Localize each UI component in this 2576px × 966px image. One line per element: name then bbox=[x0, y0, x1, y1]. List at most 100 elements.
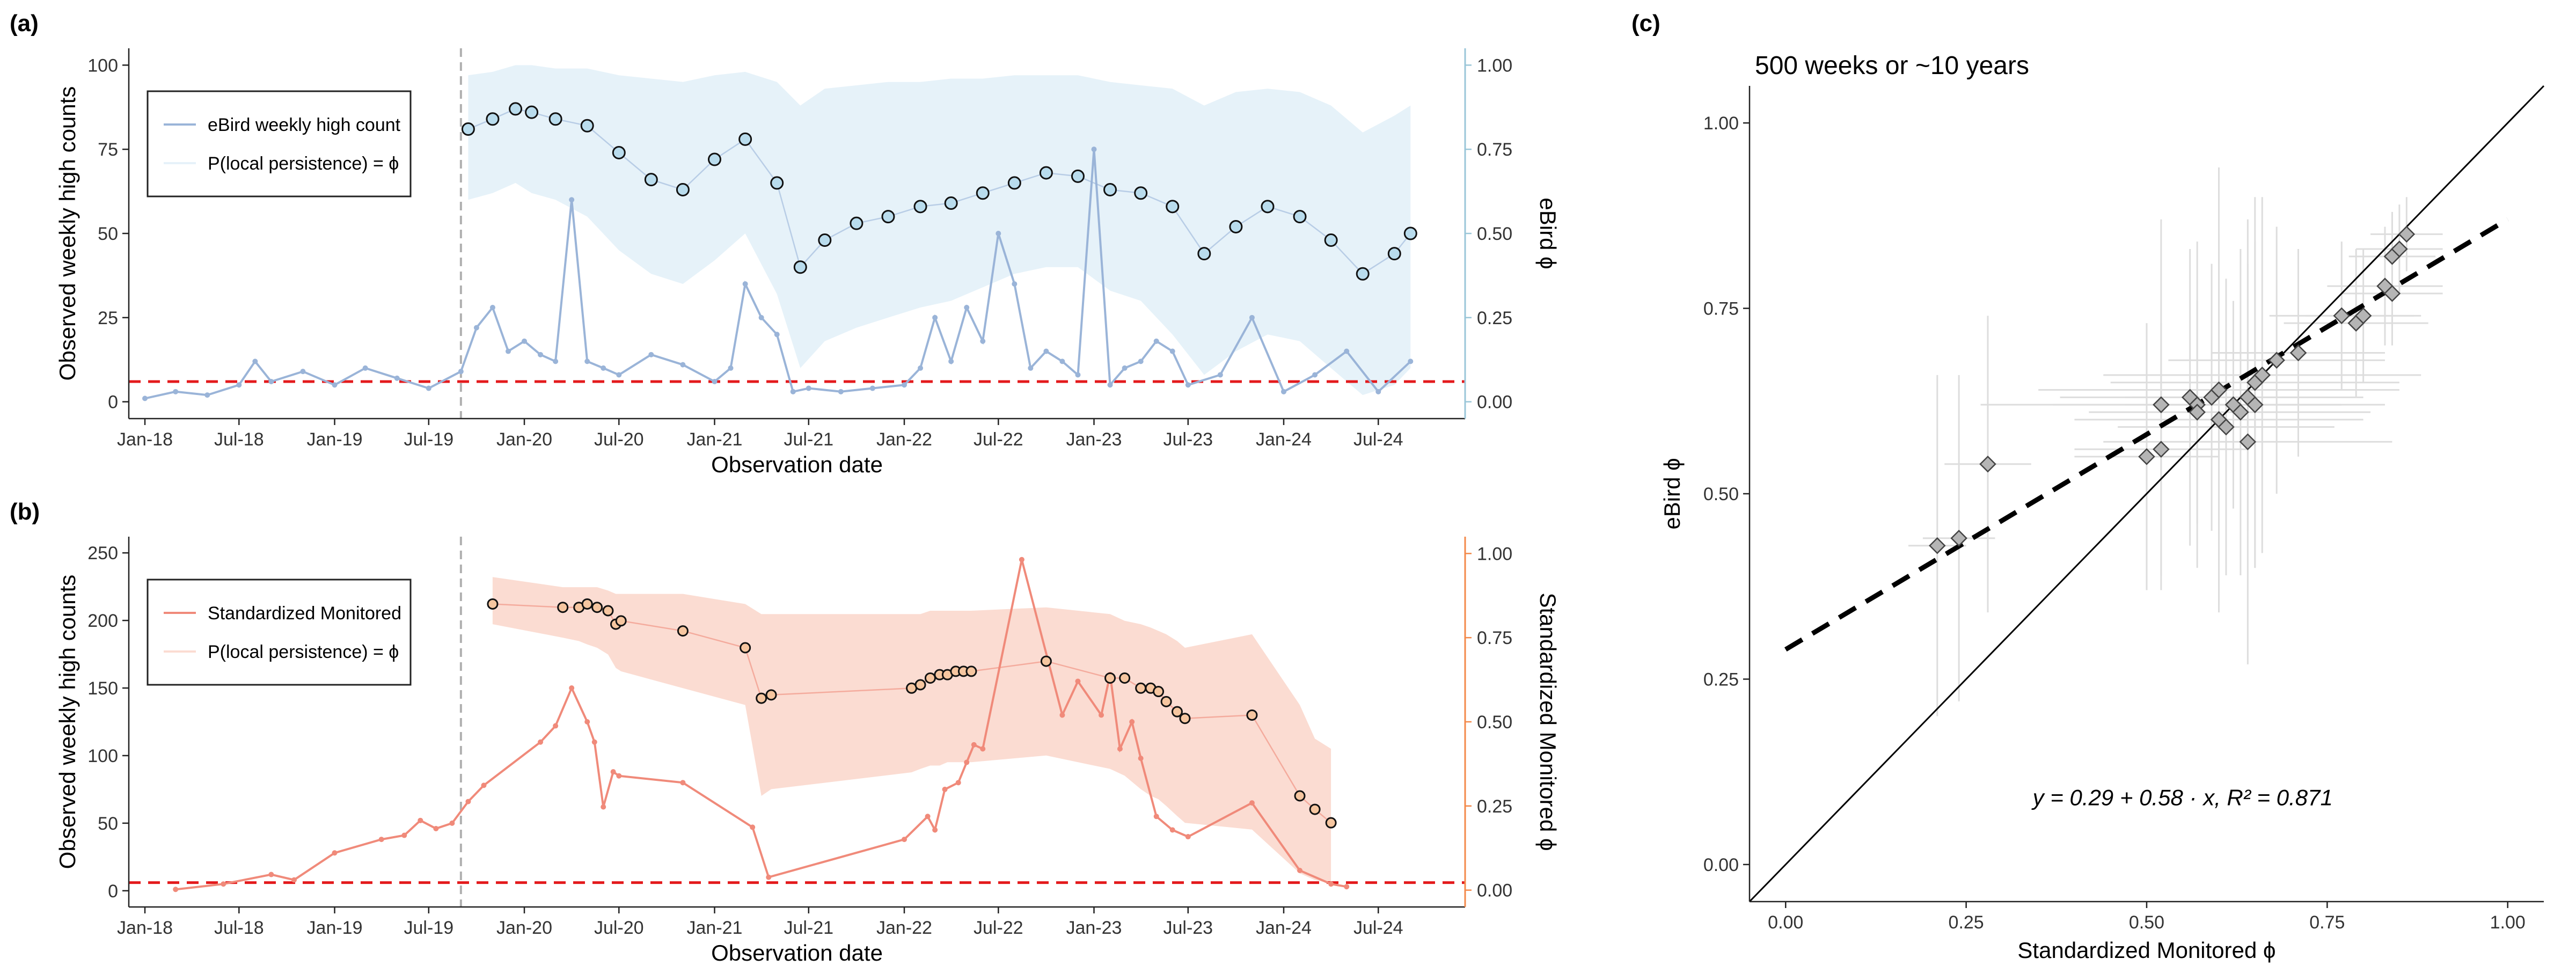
panel-b-label: (b) bbox=[10, 499, 40, 525]
panel-c-label: (c) bbox=[1631, 10, 1660, 36]
legend-label-count: Standardized Monitored bbox=[208, 603, 401, 624]
count-point bbox=[1012, 281, 1018, 287]
count-point bbox=[1129, 719, 1135, 724]
y-tick-label: 0.25 bbox=[1703, 669, 1739, 690]
y-right-tick-label: 0.50 bbox=[1477, 712, 1512, 733]
count-point bbox=[584, 358, 590, 364]
phi-point bbox=[707, 152, 721, 166]
count-point bbox=[790, 389, 796, 394]
count-point bbox=[918, 365, 924, 371]
x-tick-label: Jul-24 bbox=[1353, 429, 1403, 450]
x-tick-label: Jan-19 bbox=[307, 429, 363, 450]
count-point bbox=[648, 352, 654, 357]
count-point bbox=[1138, 755, 1144, 761]
identity-line bbox=[1748, 85, 2545, 903]
phi-point bbox=[1387, 247, 1401, 261]
scatter-point bbox=[2138, 448, 2155, 465]
count-point bbox=[1328, 881, 1334, 887]
count-point bbox=[1043, 348, 1049, 354]
phi-point bbox=[770, 176, 784, 190]
count-point bbox=[838, 389, 844, 394]
x-tick-label: Jan-20 bbox=[496, 429, 552, 450]
count-point bbox=[173, 887, 179, 892]
count-point bbox=[458, 369, 464, 375]
scatter-point bbox=[2333, 307, 2351, 325]
y-left-tick-label: 0 bbox=[108, 392, 118, 413]
phi-point bbox=[913, 200, 927, 214]
count-point bbox=[1122, 365, 1128, 371]
x-tick-label: Jul-21 bbox=[784, 918, 833, 938]
count-point bbox=[955, 780, 961, 786]
phi-point bbox=[914, 679, 926, 691]
count-point bbox=[1169, 827, 1175, 833]
count-point bbox=[766, 874, 772, 880]
phi-point bbox=[591, 602, 603, 613]
count-point bbox=[449, 820, 455, 826]
phi-point bbox=[1261, 200, 1275, 214]
count-point bbox=[758, 314, 764, 320]
y-right-tick-label: 0.25 bbox=[1477, 796, 1512, 817]
y-left-tick-label: 50 bbox=[98, 224, 118, 244]
scatter-point bbox=[2391, 240, 2408, 258]
phi-point bbox=[615, 615, 627, 627]
y-left-tick-label: 100 bbox=[87, 55, 118, 76]
count-point bbox=[1344, 348, 1350, 354]
legend-box bbox=[147, 579, 412, 686]
count-point bbox=[1249, 314, 1255, 320]
x-tick-label: Jul-24 bbox=[1353, 918, 1403, 938]
count-point bbox=[569, 197, 575, 203]
x-tick-label: Jan-22 bbox=[876, 918, 932, 938]
phi-point bbox=[1071, 169, 1085, 183]
phi-point bbox=[1135, 682, 1147, 694]
x-tick-label: Jul-19 bbox=[404, 429, 454, 450]
phi-point bbox=[580, 119, 594, 133]
count-point bbox=[300, 369, 306, 375]
count-point bbox=[616, 773, 622, 779]
x-tick-label: Jul-21 bbox=[784, 429, 833, 450]
count-point bbox=[394, 375, 400, 381]
count-point bbox=[1408, 358, 1414, 364]
y-right-tick-label: 0.00 bbox=[1477, 392, 1512, 413]
x-tick-label: Jul-23 bbox=[1163, 918, 1213, 938]
phi-confidence-band bbox=[492, 577, 1331, 884]
scatter-point bbox=[2153, 441, 2170, 458]
scatter-point bbox=[1979, 455, 1996, 473]
count-point bbox=[332, 382, 338, 388]
panel-c-title: 500 weeks or ~10 years bbox=[1755, 52, 2029, 80]
count-point bbox=[728, 365, 734, 371]
x-tick-label: Jul-19 bbox=[404, 918, 454, 938]
count-point bbox=[980, 746, 986, 752]
count-point bbox=[268, 872, 274, 877]
phi-point bbox=[944, 196, 958, 210]
x-tick-label: 0.75 bbox=[2309, 912, 2345, 933]
x-tick-label: Jul-22 bbox=[974, 429, 1023, 450]
phi-point bbox=[1160, 696, 1172, 707]
x-title: Standardized Monitored ϕ bbox=[2017, 938, 2275, 963]
count-point bbox=[1075, 372, 1081, 378]
count-point bbox=[142, 396, 148, 401]
phi-point bbox=[1007, 176, 1021, 190]
panel-a-label: (a) bbox=[10, 10, 39, 36]
count-point bbox=[252, 358, 258, 364]
phi-point bbox=[1166, 200, 1180, 214]
count-point bbox=[553, 723, 559, 729]
y-left-tick-label: 200 bbox=[87, 611, 118, 631]
x-tick-label: Jul-23 bbox=[1163, 429, 1213, 450]
y-left-tick-label: 250 bbox=[87, 543, 118, 564]
legend-label-phi: P(local persistence) = ϕ bbox=[208, 153, 399, 174]
count-point bbox=[418, 817, 423, 823]
count-point bbox=[680, 362, 686, 368]
y-right-tick-label: 0.25 bbox=[1477, 308, 1512, 328]
count-point bbox=[1028, 365, 1034, 371]
phi-point bbox=[881, 210, 895, 224]
count-point bbox=[1117, 746, 1123, 752]
x-tick-label: Jan-24 bbox=[1256, 429, 1312, 450]
phi-point bbox=[461, 122, 475, 136]
count-point bbox=[401, 832, 407, 838]
count-point bbox=[236, 382, 242, 388]
y-right-tick-label: 0.50 bbox=[1477, 224, 1512, 244]
phi-point bbox=[1324, 233, 1338, 247]
count-point bbox=[221, 881, 226, 887]
x-tick-label: 1.00 bbox=[2490, 912, 2526, 933]
